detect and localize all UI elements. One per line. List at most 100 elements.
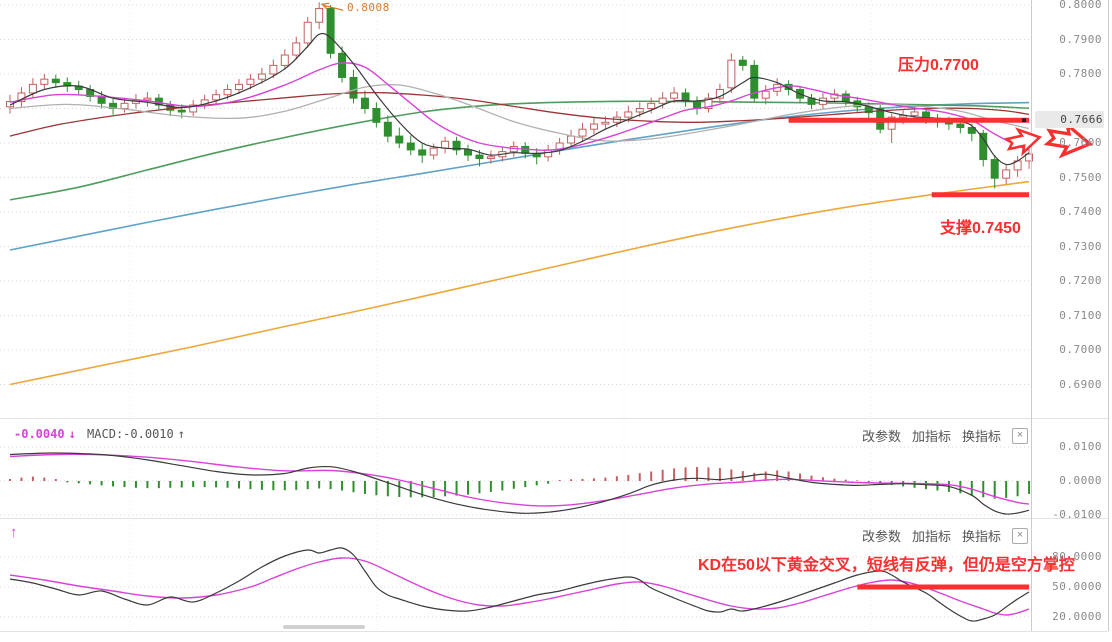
candle-up <box>223 89 232 96</box>
moving-averages-over <box>9 32 1030 166</box>
candle-down <box>750 64 759 99</box>
candle-down <box>338 52 347 78</box>
peak-pointer <box>320 2 344 11</box>
candle-up <box>212 94 221 101</box>
price-axis-label: 0.7300 <box>1059 239 1102 253</box>
candle-up <box>40 78 49 85</box>
candle-up <box>486 156 495 160</box>
line-handle <box>1022 118 1027 123</box>
candle-up <box>555 142 564 151</box>
ma-gray <box>9 84 1030 142</box>
macd-dea-line <box>9 453 1030 507</box>
close-macd-button[interactable]: × <box>1012 427 1028 444</box>
candle-up <box>235 83 243 91</box>
switch-indicator-link[interactable]: 换指标 <box>961 429 1001 444</box>
candle-up <box>315 7 324 23</box>
candle-up <box>715 89 724 99</box>
change-params-link[interactable]: 改参数 <box>861 529 901 544</box>
up-arrow-icon: ↑ <box>177 427 185 441</box>
candle-up <box>429 147 438 156</box>
candle-down <box>349 76 358 99</box>
ma-magenta <box>9 62 1030 151</box>
kd-toolbar: 改参数 加指标 换指标 × <box>862 526 1028 545</box>
macd-value: MACD:-0.0010 <box>87 427 174 441</box>
macd-layer <box>9 452 1031 515</box>
candle-up <box>635 108 644 113</box>
price-axis-label: 0.7800 <box>1059 67 1102 80</box>
peak-price-label: 0.8008 <box>347 1 390 14</box>
price-axis-label: 0.7200 <box>1059 274 1102 287</box>
resistance-note: 压力0.7700 <box>898 57 979 74</box>
candle-up <box>1002 169 1011 179</box>
kd-axis-label: 20.0000 <box>1052 610 1102 623</box>
candle-down <box>360 97 369 110</box>
candle-down <box>967 126 976 134</box>
macd-axis-label: 0.0000 <box>1059 474 1102 487</box>
candle-up <box>658 97 667 104</box>
moving-averages-under <box>9 100 1030 386</box>
change-params-link[interactable]: 改参数 <box>861 429 901 444</box>
price-axis-label: 0.8000 <box>1059 0 1102 11</box>
price-axis-label: 0.7100 <box>1059 308 1102 322</box>
candle-up <box>120 102 129 109</box>
switch-indicator-link[interactable]: 换指标 <box>961 529 1001 544</box>
candle-down <box>956 123 965 128</box>
scrollbar-thumb[interactable] <box>283 625 365 629</box>
ma-black <box>9 32 1030 166</box>
candle-down <box>452 140 461 151</box>
candle-down <box>372 108 381 123</box>
candle-down <box>418 149 427 156</box>
candle-up <box>189 104 198 113</box>
down-arrow-icon: ↓ <box>68 427 76 441</box>
candle-up <box>910 111 919 116</box>
price-axis-label: 0.7000 <box>1059 343 1102 356</box>
candle-down <box>383 121 392 137</box>
candle-down <box>51 78 60 84</box>
kd-axis-label: 50.0000 <box>1052 580 1102 593</box>
candle-up <box>567 135 576 144</box>
candle-up <box>727 59 736 89</box>
kd-axis-label: 80.0000 <box>1052 550 1102 563</box>
candle-up <box>441 140 450 149</box>
candle-down <box>326 7 335 54</box>
candle-up <box>28 83 37 94</box>
macd-toolbar: 改参数 加指标 换指标 × <box>862 426 1028 445</box>
candle-down <box>738 59 747 66</box>
candle-up <box>647 102 656 109</box>
candle-up <box>670 92 679 99</box>
breakout-arrow-large <box>1043 120 1093 159</box>
candle-down <box>979 132 988 161</box>
macd-dif-line <box>9 452 1030 515</box>
ma-green <box>9 100 1030 201</box>
candle-down <box>97 95 106 104</box>
macd-axis-label: 0.0100 <box>1059 440 1102 453</box>
dea-value: -0.0040 <box>14 427 65 441</box>
ma-blue <box>9 101 1030 251</box>
price-axis-label: 0.7400 <box>1059 205 1102 218</box>
current-price-chip: 0.7666 <box>1035 111 1104 128</box>
candle-down <box>681 92 690 103</box>
candle-up <box>589 123 598 130</box>
candle-down <box>475 154 484 160</box>
candle-up <box>624 111 633 118</box>
candle-down <box>990 159 999 179</box>
annotations-layer[interactable] <box>788 117 1093 590</box>
candle-down <box>464 149 472 156</box>
candle-up <box>704 97 713 110</box>
candle-up <box>246 78 255 85</box>
candle-up <box>143 97 152 101</box>
candle-up <box>578 128 587 137</box>
macd-header: -0.0040 ↓ MACD:-0.0010 ↑ <box>14 427 189 441</box>
candle-up <box>269 64 278 75</box>
candles-layer <box>6 2 1034 189</box>
price-axis-label: 0.7500 <box>1059 170 1102 184</box>
add-indicator-link[interactable]: 加指标 <box>911 529 951 544</box>
add-indicator-link[interactable]: 加指标 <box>911 429 951 444</box>
candle-down <box>177 109 186 113</box>
candle-down <box>395 135 404 144</box>
close-kd-button[interactable]: × <box>1012 527 1028 544</box>
price-axis-label: 0.6900 <box>1059 377 1102 391</box>
candle-up <box>303 21 312 44</box>
candle-up <box>887 116 896 130</box>
